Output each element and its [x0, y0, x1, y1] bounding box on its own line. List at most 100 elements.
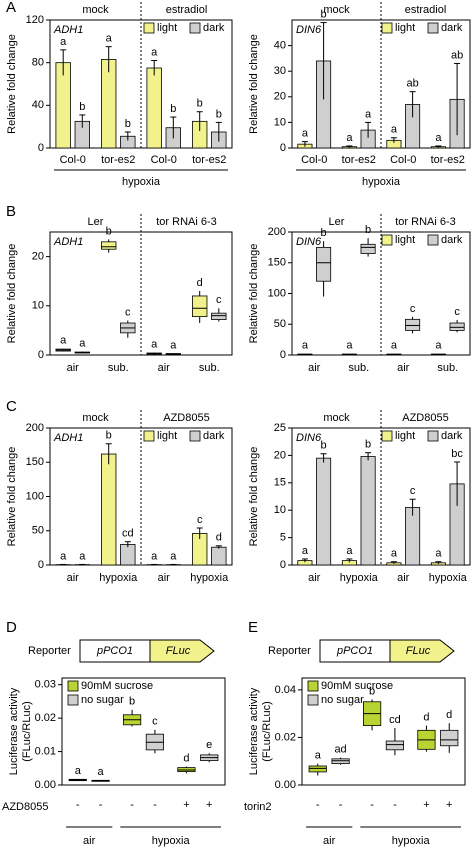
x-tick-label: sub. — [348, 362, 369, 374]
y-tick-label: 120 — [26, 14, 44, 26]
treatment-tick: - — [76, 799, 80, 811]
significance-letter: a — [60, 335, 67, 347]
legend-swatch — [427, 430, 439, 442]
plot-frame — [61, 677, 226, 786]
promoter-label: pPCO1 — [96, 645, 133, 657]
significance-letter: a — [391, 124, 398, 136]
significance-letter: a — [98, 766, 105, 778]
box — [192, 295, 208, 318]
reporter-label: Reporter — [268, 645, 311, 657]
group-label: tor RNAi 6-3 — [395, 216, 456, 228]
significance-letter: a — [346, 545, 353, 557]
significance-letter: c — [410, 485, 416, 497]
significance-letter: a — [365, 108, 372, 120]
significance-letter: a — [346, 132, 353, 144]
significance-letter: a — [391, 548, 398, 560]
legend-label: no sugar — [321, 694, 364, 706]
y-tick-label: 150 — [268, 257, 286, 269]
significance-letter: c — [216, 294, 222, 306]
x-tick-label: sub. — [108, 362, 129, 374]
legend-label: dark — [203, 430, 225, 442]
gene-label: DIN6 — [296, 236, 322, 248]
reporter-d: Reporter pPCO1 FLuc — [28, 639, 215, 663]
y-tick-label: 0 — [38, 559, 44, 571]
legend-label: dark — [441, 22, 463, 34]
y-axis-label: (FLuc/RLuc) — [261, 701, 273, 762]
chart: 0.00 0.01 0.02 0.03 Luciferase activity (FLuc… — [2, 677, 226, 847]
significance-letter: b — [79, 101, 85, 113]
y-tick-label: 0 — [280, 559, 286, 571]
bar — [211, 546, 227, 566]
y-tick-label: 20 — [274, 91, 286, 103]
legend-label: dark — [441, 234, 463, 246]
legend-swatch — [427, 234, 439, 246]
legend-swatch — [189, 22, 201, 34]
x-tick-label: sub. — [437, 362, 458, 374]
gene-label: FLuc — [166, 645, 191, 657]
x-tick-label: Col-0 — [60, 154, 86, 166]
significance-letter: e — [206, 739, 212, 751]
x-tick-label: hypoxia — [190, 572, 229, 584]
legend-swatch — [381, 22, 393, 34]
significance-letter: a — [302, 128, 309, 140]
y-tick-label: 0.00 — [35, 779, 56, 791]
significance-letter: a — [435, 548, 442, 560]
y-tick-label: 150 — [26, 456, 44, 468]
y-axis-label: Luciferase activity — [8, 687, 20, 775]
treatment-tick: + — [183, 799, 189, 811]
significance-letter: a — [435, 132, 442, 144]
legend-swatch — [67, 680, 79, 692]
y-tick-label: 40 — [274, 40, 286, 52]
significance-letter: d — [446, 709, 452, 721]
group-label: Ler — [88, 216, 104, 228]
reporter-label: Reporter — [28, 645, 71, 657]
gene-arrow — [149, 639, 215, 663]
x-tick-label: air — [67, 362, 80, 374]
significance-letter: ab — [406, 78, 418, 90]
legend-swatch — [189, 430, 201, 442]
significance-letter: a — [60, 36, 67, 48]
group-label: mock — [82, 412, 109, 424]
significance-letter: b — [321, 227, 327, 239]
significance-letter: c — [454, 306, 460, 318]
gene-label: DIN6 — [296, 24, 322, 36]
reporter-e: Reporter pPCO1 FLuc — [268, 639, 455, 663]
y-tick-label: 10 — [32, 300, 44, 312]
significance-letter: a — [151, 46, 158, 58]
y-axis-label: Relative fold change — [6, 447, 18, 547]
y-axis-label: Relative fold change — [248, 244, 260, 344]
gene-label: DIN6 — [296, 432, 322, 444]
bar — [101, 453, 117, 566]
panel-letter: C — [6, 398, 17, 415]
x-axis-label: hypoxia — [362, 176, 401, 188]
x-tick-label: air — [67, 572, 80, 584]
x-tick-label: hypoxia — [340, 572, 379, 584]
y-tick-label: 30 — [274, 65, 286, 77]
box — [316, 246, 332, 282]
chart: 0 50 100 150 200 Relative fold change DIN6 Ler t… — [248, 214, 471, 374]
significance-letter: ad — [334, 744, 346, 756]
y-tick-label: 50 — [274, 318, 286, 330]
treatment-label: AZD8055 — [2, 801, 48, 813]
group-label: estradiol — [405, 4, 447, 16]
y-tick-label: 100 — [268, 287, 286, 299]
legend-swatch — [67, 694, 79, 706]
significance-letter: b — [197, 98, 203, 110]
y-tick-label: 0.00 — [275, 779, 296, 791]
significance-letter: b — [321, 8, 327, 20]
legend-swatch — [143, 430, 155, 442]
y-tick-label: 50 — [32, 525, 44, 537]
y-axis-label: Relative fold change — [6, 244, 18, 344]
significance-letter: a — [170, 550, 177, 562]
y-tick-label: 0 — [38, 349, 44, 361]
chart: 0 40 80 120 Relative fold change ADH1 mock estr… — [6, 2, 233, 188]
significance-letter: a — [170, 339, 177, 351]
group-label: air — [83, 835, 96, 847]
group-label: estradiol — [166, 4, 208, 16]
legend-swatch — [143, 22, 155, 34]
x-tick-label: air — [158, 362, 171, 374]
legend-label: light — [157, 430, 177, 442]
y-axis-label: Relative fold change — [6, 34, 18, 134]
